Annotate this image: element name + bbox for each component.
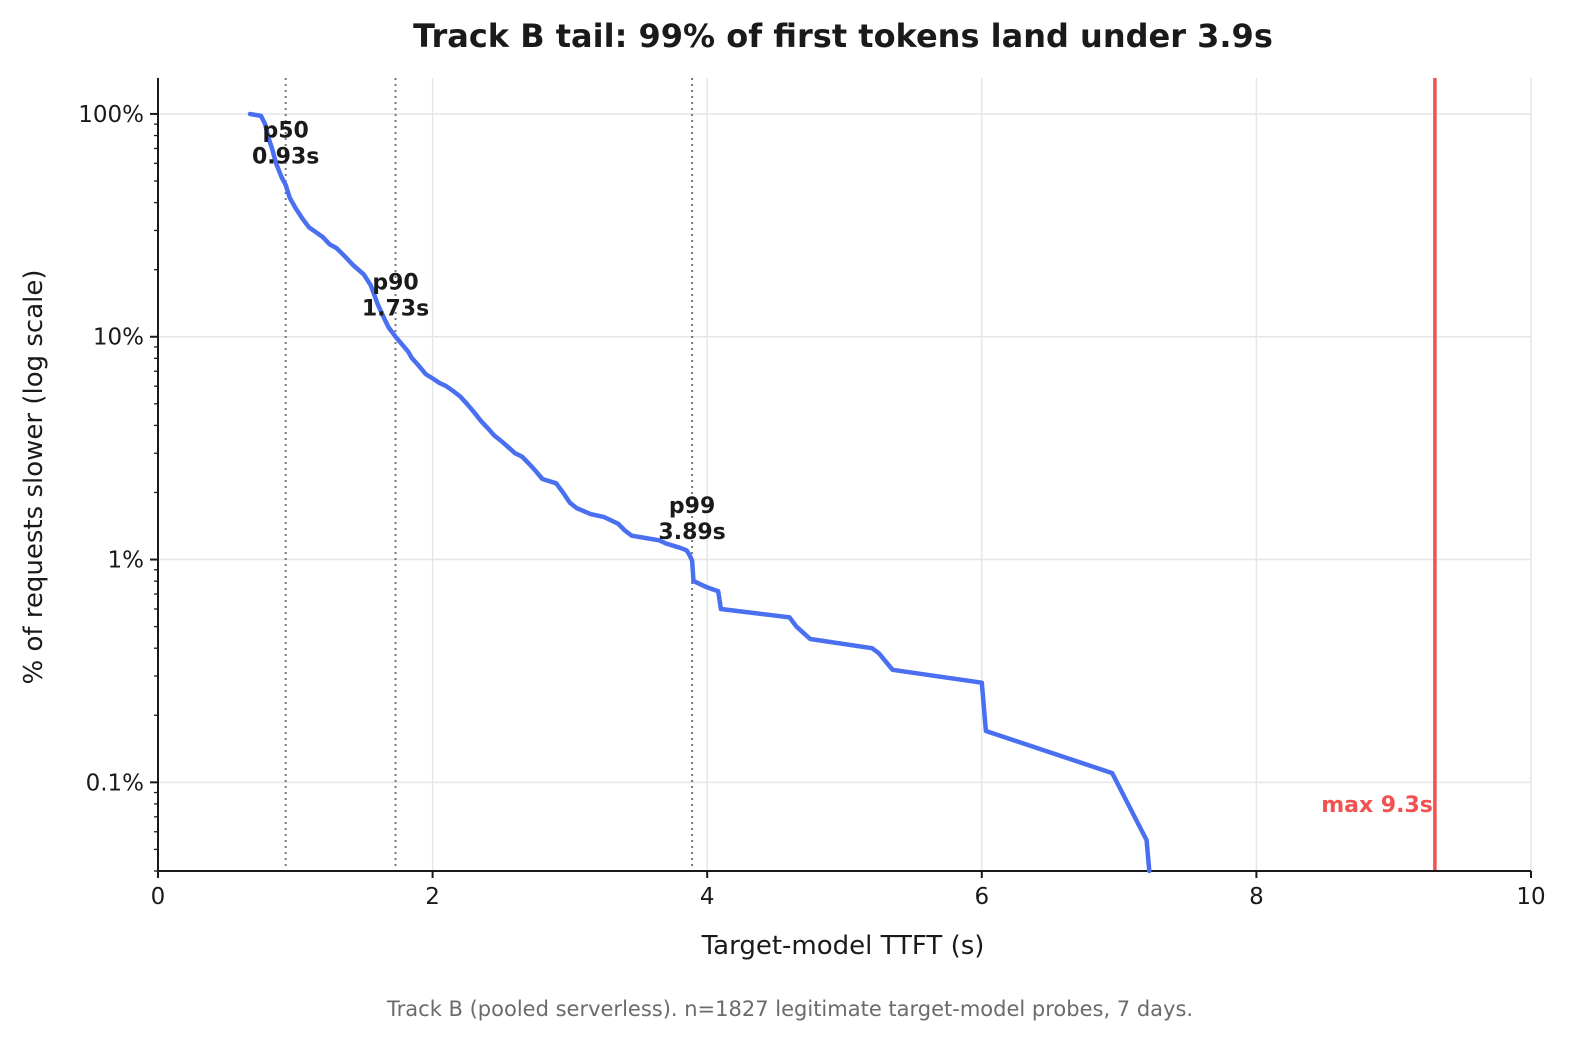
x-tick-label: 0	[151, 884, 166, 910]
reference-lines	[284, 78, 1437, 871]
percentile-label-p99: p99	[669, 494, 715, 519]
x-axis-label: Target-model TTFT (s)	[701, 931, 985, 961]
percentile-label-p50: p50	[263, 119, 309, 144]
series-layer	[247, 111, 1152, 874]
y-tick-label: 100%	[78, 102, 144, 128]
chart-caption: Track B (pooled serverless). n=1827 legi…	[386, 997, 1193, 1021]
percentile-label-p90: p90	[372, 270, 418, 295]
max-label: max 9.3s	[1321, 793, 1433, 818]
x-tick-label: 8	[1249, 884, 1264, 910]
percentile-value-p99: 3.89s	[658, 520, 725, 545]
x-tick-label: 4	[700, 884, 715, 910]
grid-lines	[158, 78, 1532, 871]
percentile-value-p50: 0.93s	[252, 145, 319, 170]
chart-title: Track B tail: 99% of first tokens land u…	[413, 17, 1273, 55]
x-tick-label: 2	[425, 884, 440, 910]
x-tick-label: 10	[1516, 884, 1545, 910]
y-tick-label: 1%	[108, 548, 145, 574]
series-line-0	[247, 111, 1152, 874]
percentile-value-p90: 1.73s	[362, 296, 429, 321]
axes: 0 2 4 6 8 10 100% 10% 1% 0.1%	[78, 78, 1546, 910]
x-tick-label: 6	[974, 884, 989, 910]
y-tick-label: 10%	[93, 325, 144, 351]
y-axis-label: % of requests slower (log scale)	[19, 269, 49, 684]
y-tick-label: 0.1%	[86, 770, 144, 796]
